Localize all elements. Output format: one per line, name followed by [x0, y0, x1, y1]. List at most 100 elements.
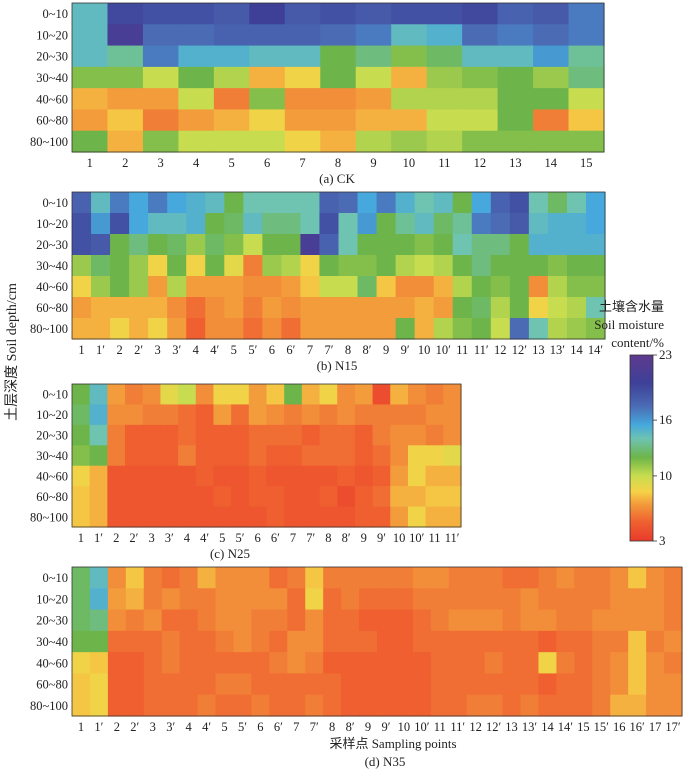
heatmap-cell [394, 630, 414, 653]
heatmap-cell [338, 318, 359, 340]
heatmap-cell [426, 24, 463, 47]
heatmap-cell [72, 297, 92, 319]
heatmap-cell [284, 445, 303, 467]
column-label: 9′ [381, 720, 390, 734]
heatmap-cell [484, 588, 504, 611]
heatmap-cell [354, 465, 374, 487]
heatmap-cell [305, 694, 324, 717]
heatmap-cell [372, 404, 391, 426]
column-label: 7′ [324, 343, 333, 357]
heatmap-cell [502, 673, 522, 696]
row-label: 10~20 [36, 217, 68, 231]
heatmap-cell [107, 694, 127, 717]
heatmap-cell [319, 486, 338, 508]
heatmap-cell [355, 45, 392, 68]
heatmap-cell [355, 3, 392, 25]
heatmap-cell [319, 318, 340, 340]
heatmap-cell [357, 192, 378, 214]
heatmap-cell [497, 88, 534, 111]
heatmap-cell [426, 66, 463, 89]
heatmap-cell [528, 234, 549, 256]
heatmap-cell [110, 255, 130, 277]
heatmap-cell [205, 213, 225, 235]
heatmap-cell [213, 404, 232, 426]
heatmap-cell [72, 276, 92, 298]
column-label: 8 [329, 720, 335, 734]
heatmap-cell [484, 694, 504, 717]
heatmap-cell [377, 567, 396, 589]
heatmap-cell [376, 234, 397, 256]
heatmap-cell [195, 384, 215, 406]
heatmap-cell [585, 318, 606, 340]
heatmap-cell [284, 130, 321, 153]
heatmap-cell [107, 588, 127, 611]
row-label: 20~30 [36, 50, 68, 64]
heatmap-cell [490, 297, 511, 319]
column-label: 14′ [588, 343, 604, 357]
heatmap-cell [319, 404, 338, 426]
heatmap-cell [407, 486, 427, 508]
heatmap-cell [391, 24, 428, 47]
row-label: 40~60 [36, 656, 68, 670]
heatmap-cell [213, 130, 250, 153]
heatmap-cell [107, 45, 144, 68]
heatmap-cell [341, 588, 360, 611]
heatmap-cell [355, 130, 392, 153]
heatmap-cell [301, 506, 321, 528]
heatmap-cell [72, 588, 91, 611]
heatmap-cell [243, 276, 263, 298]
heatmap-cell [425, 465, 444, 487]
heatmap-cell [502, 630, 522, 653]
heatmap-cell [72, 567, 91, 589]
heatmap-cell [568, 24, 605, 47]
heatmap-cell [262, 297, 282, 319]
heatmap-cell [585, 234, 606, 256]
heatmap-cell [243, 318, 263, 340]
heatmap-cell [497, 3, 534, 25]
heatmap-cell [566, 276, 587, 298]
heatmap-cell [72, 445, 91, 467]
heatmap-cell [471, 234, 492, 256]
heatmap-cell [186, 255, 206, 277]
heatmap-cell [490, 213, 511, 235]
heatmap-cell [205, 255, 225, 277]
heatmap-cell [205, 234, 225, 256]
heatmap-cell [430, 588, 450, 611]
column-label: 7 [293, 720, 299, 734]
heatmap-cell [466, 609, 486, 632]
heatmap-cell [391, 45, 428, 68]
heatmap-cell [213, 88, 250, 111]
heatmap-cell [664, 609, 683, 632]
heatmap-cell [574, 630, 593, 653]
heatmap-cell [502, 652, 522, 675]
heatmap-cell [161, 630, 181, 653]
heatmap-cell [394, 567, 414, 589]
heatmap-cell [394, 652, 414, 675]
heatmap-cell [125, 673, 145, 696]
heatmap-cell [357, 213, 378, 235]
heatmap-cell [107, 424, 126, 446]
column-label: 14 [545, 156, 558, 170]
column-label: 4′ [200, 531, 209, 545]
heatmap-cell [533, 66, 570, 89]
heatmap-cell [178, 66, 215, 89]
heatmap-cell [249, 24, 286, 47]
heatmap-cell [320, 3, 357, 25]
heatmap-cell [528, 276, 549, 298]
heatmap-cell [533, 24, 570, 47]
heatmap-cell [262, 276, 282, 298]
heatmap-cell [412, 567, 432, 589]
column-label: 6 [264, 156, 270, 170]
colorbar-title-en-1: Soil moisture [594, 317, 664, 332]
heatmap-cell [284, 88, 321, 111]
heatmap-cell [266, 506, 285, 528]
heatmap-cell [509, 213, 530, 235]
heatmap-cell [213, 109, 250, 132]
heatmap-cell [338, 255, 359, 277]
heatmap-cell [249, 66, 286, 89]
heatmap-cell [142, 130, 179, 153]
row-label: 40~60 [36, 469, 68, 483]
heatmap-cell [224, 276, 244, 298]
heatmap-cell [186, 276, 206, 298]
column-label: 10′ [414, 720, 430, 734]
